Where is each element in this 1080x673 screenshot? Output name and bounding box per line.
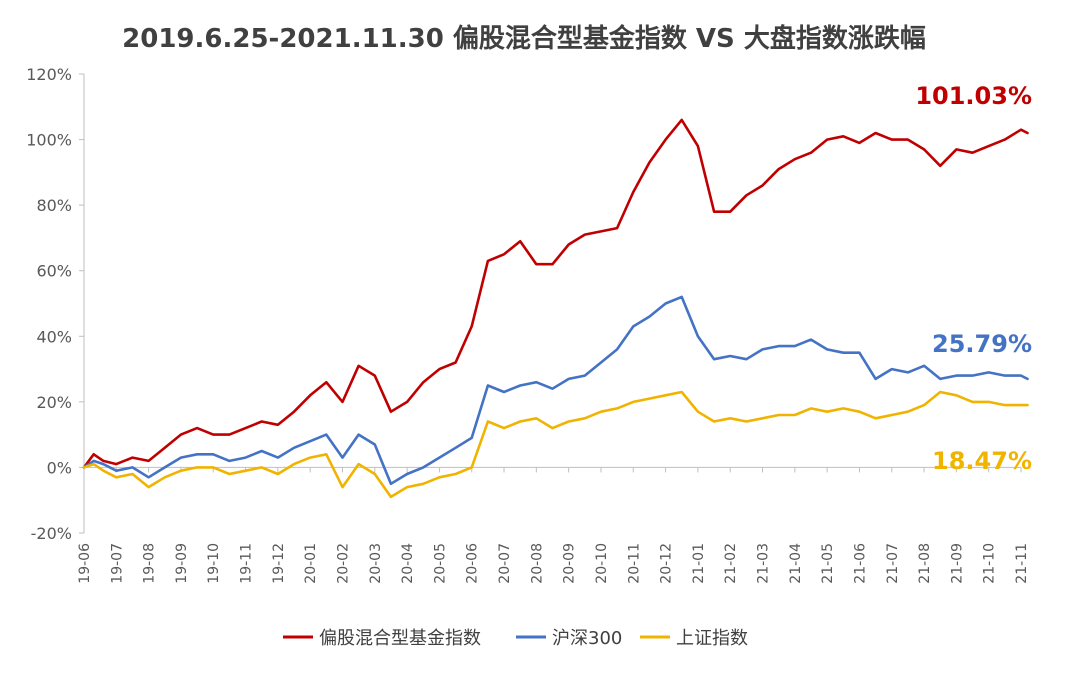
x-tick-label: 20-06 [465, 543, 481, 584]
x-tick-label: 19-08 [142, 543, 158, 584]
x-tick-label: 19-09 [174, 543, 190, 584]
x-tick-label: 20-04 [400, 543, 416, 584]
x-tick-label: 21-02 [723, 543, 739, 584]
x-tick-label: 20-07 [497, 543, 513, 584]
y-tick-label: 80% [36, 196, 72, 215]
x-tick-label: 19-10 [206, 543, 222, 584]
x-tick-label: 19-12 [271, 543, 287, 584]
series-end-label-2: 18.47% [932, 447, 1032, 475]
axes-group: -20% 0% 20% 40% 60% 80% 100% 120% 19-06 19-07 19-0… [26, 65, 1030, 584]
x-tick-label: 21-04 [788, 543, 804, 584]
y-tick-label: 60% [36, 262, 72, 281]
series-end-label-1: 25.79% [932, 330, 1032, 358]
x-tick-label: 19-11 [239, 543, 255, 584]
x-tick-label: 20-11 [626, 543, 642, 584]
x-tick-label: 20-10 [594, 543, 610, 584]
x-tick-label: 19-06 [77, 543, 93, 584]
x-tick-label: 20-05 [432, 543, 448, 584]
x-tick-label: 20-12 [659, 543, 675, 584]
y-tick-label: 20% [36, 393, 72, 412]
y-tick-label: 100% [26, 131, 72, 150]
x-tick-label: 21-01 [691, 543, 707, 584]
x-tick-label: 21-06 [852, 543, 868, 584]
x-tick-label: 21-08 [917, 543, 933, 584]
legend-label-1: 沪深300 [552, 628, 622, 649]
x-tick-label: 21-10 [982, 543, 998, 584]
x-tick-label: 21-11 [1014, 543, 1030, 584]
y-tick-label: 40% [36, 327, 72, 346]
series-end-label-0: 101.03% [915, 82, 1032, 110]
x-tick-label: 21-03 [756, 543, 772, 584]
series-line-1 [82, 295, 1029, 486]
y-tick-label: 0% [47, 458, 72, 477]
end-labels-group: 101.03% 25.79% 18.47% [915, 82, 1032, 475]
legend: 偏股混合型基金指数 沪深300 上证指数 [283, 628, 748, 649]
series-group [82, 118, 1029, 499]
x-tick-label: 21-07 [885, 543, 901, 584]
x-tick-label: 20-09 [562, 543, 578, 584]
chart-title: 2019.6.25-2021.11.30 偏股混合型基金指数 VS 大盘指数涨跌… [122, 23, 926, 54]
x-tick-label: 21-09 [949, 543, 965, 584]
y-tick-label: -20% [31, 524, 72, 543]
series-line-0 [82, 118, 1029, 469]
legend-label-0: 偏股混合型基金指数 [319, 628, 481, 649]
x-tick-label: 20-02 [335, 543, 351, 584]
y-tick-label: 120% [26, 65, 72, 84]
x-tick-label: 20-08 [529, 543, 545, 584]
x-tick-label: 20-03 [368, 543, 384, 584]
x-tick-label: 19-07 [109, 543, 125, 584]
x-tick-label: 21-05 [820, 543, 836, 584]
series-line-2 [82, 390, 1029, 499]
legend-label-2: 上证指数 [676, 628, 748, 649]
x-tick-label: 20-01 [303, 543, 319, 584]
